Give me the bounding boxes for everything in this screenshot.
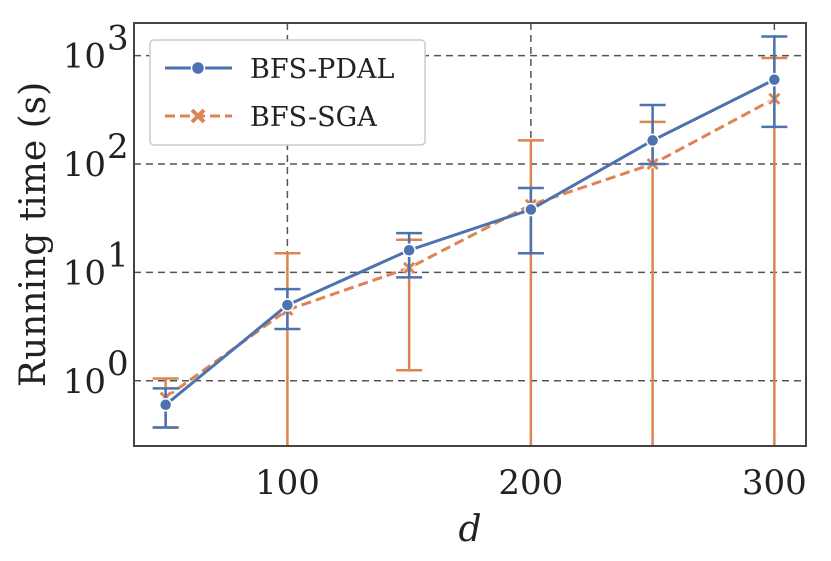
legend-label: BFS-PDAL [250,54,394,85]
y-tick-exponent: 2 [107,127,129,167]
y-tick-exponent: 3 [107,19,129,59]
data-point [158,398,173,412]
x-tick-label: 300 [742,463,807,503]
y-tick-label: 10 [63,253,106,293]
series-bfs-pdal [152,35,788,429]
x-tick-label: 200 [498,463,563,503]
legend-box [149,39,426,146]
y-tick-label: 10 [63,362,106,402]
x-tick-label: 100 [255,463,320,503]
y-tick-label: 10 [63,37,106,77]
legend: BFS-PDAL BFS-SGA [149,39,426,146]
series-line [164,97,776,399]
legend-marker [190,108,206,124]
data-point [524,202,538,217]
series-line [164,78,776,406]
axes-frame [133,22,807,447]
y-tick-exponent: 1 [107,235,129,275]
data-point [402,243,416,258]
y-tick-label: 10 [63,145,106,185]
data-point [767,72,782,87]
data-point [645,133,660,148]
y-tick-exponent: 0 [107,344,129,384]
y-axis-label: Running time (s) [13,82,54,387]
data-point [280,298,295,312]
x-axis-label: d [458,509,481,550]
legend-marker [190,60,206,76]
plot-area [152,35,788,446]
legend-label: BFS-SGA [250,102,377,133]
